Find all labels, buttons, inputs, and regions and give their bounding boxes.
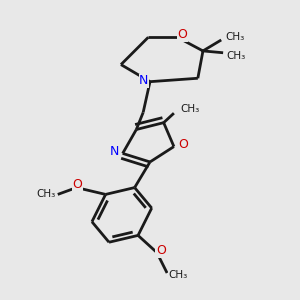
Text: N: N (139, 74, 148, 87)
Text: CH₃: CH₃ (181, 104, 200, 114)
Text: CH₃: CH₃ (37, 189, 56, 199)
Text: O: O (156, 244, 166, 257)
Text: CH₃: CH₃ (227, 51, 246, 61)
Text: N: N (110, 145, 119, 158)
Text: O: O (178, 138, 188, 152)
Text: O: O (178, 28, 188, 41)
Text: CH₃: CH₃ (169, 270, 188, 280)
Text: CH₃: CH₃ (225, 32, 244, 42)
Text: O: O (73, 178, 82, 191)
